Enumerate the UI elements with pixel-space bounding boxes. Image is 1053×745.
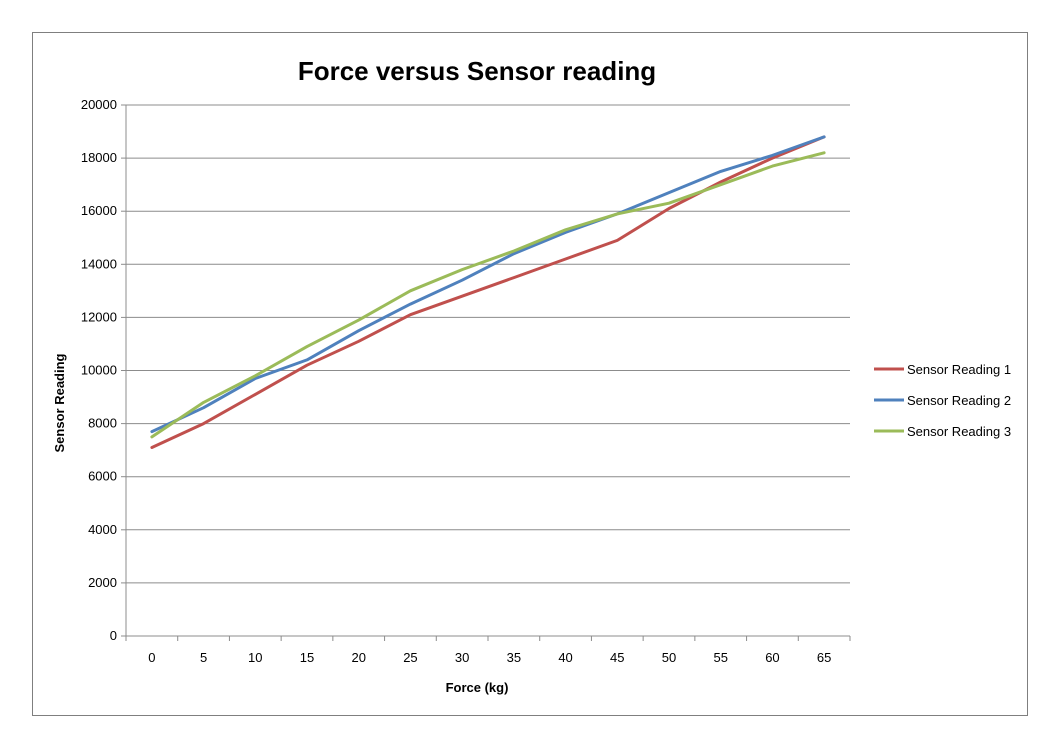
y-tick-label: 8000 [88,416,117,431]
legend-label-2: Sensor Reading 2 [907,393,1011,408]
chart-frame: Force versus Sensor reading 0 2000 4000 600… [32,32,1028,716]
series-lines [150,135,826,449]
legend-label-1: Sensor Reading 1 [907,362,1011,377]
y-tick-label: 16000 [81,203,117,218]
x-tick-label: 30 [455,650,469,665]
y-tick-label: 10000 [81,363,117,378]
series-line-2 [150,135,826,434]
y-tick-label: 0 [110,628,117,643]
x-tick-label: 20 [351,650,365,665]
x-tick-label: 25 [403,650,417,665]
x-tick-label: 35 [507,650,521,665]
x-tick-label: 50 [662,650,676,665]
y-tick-label: 18000 [81,150,117,165]
y-tick-label: 12000 [81,309,117,324]
y-tick-label: 20000 [81,97,117,112]
chart-title: Force versus Sensor reading [298,56,656,86]
x-tick-label: 0 [148,650,155,665]
x-tick-label: 10 [248,650,262,665]
x-axis-ticks: 0 5 10 15 20 25 30 35 40 45 50 55 60 65 [125,636,851,665]
x-tick-label: 65 [817,650,831,665]
x-tick-label: 60 [765,650,779,665]
x-tick-label: 15 [300,650,314,665]
legend: Sensor Reading 1 Sensor Reading 2 Sensor R… [874,362,1011,439]
y-tick-label: 6000 [88,469,117,484]
x-tick-label: 40 [558,650,572,665]
series-line-3 [150,151,826,439]
x-tick-label: 55 [713,650,727,665]
y-tick-label: 4000 [88,522,117,537]
x-tick-label: 5 [200,650,207,665]
y-axis-label: Sensor Reading [52,353,67,452]
y-axis-ticks: 0 2000 4000 6000 8000 10000 12000 14000 16000 180… [81,97,126,643]
x-axis-label: Force (kg) [446,680,509,695]
y-tick-label: 14000 [81,256,117,271]
y-tick-label: 2000 [88,575,117,590]
legend-label-3: Sensor Reading 3 [907,424,1011,439]
line-chart: Force versus Sensor reading 020004000600… [52,56,1011,695]
gridlines [126,104,850,584]
x-tick-label: 45 [610,650,624,665]
